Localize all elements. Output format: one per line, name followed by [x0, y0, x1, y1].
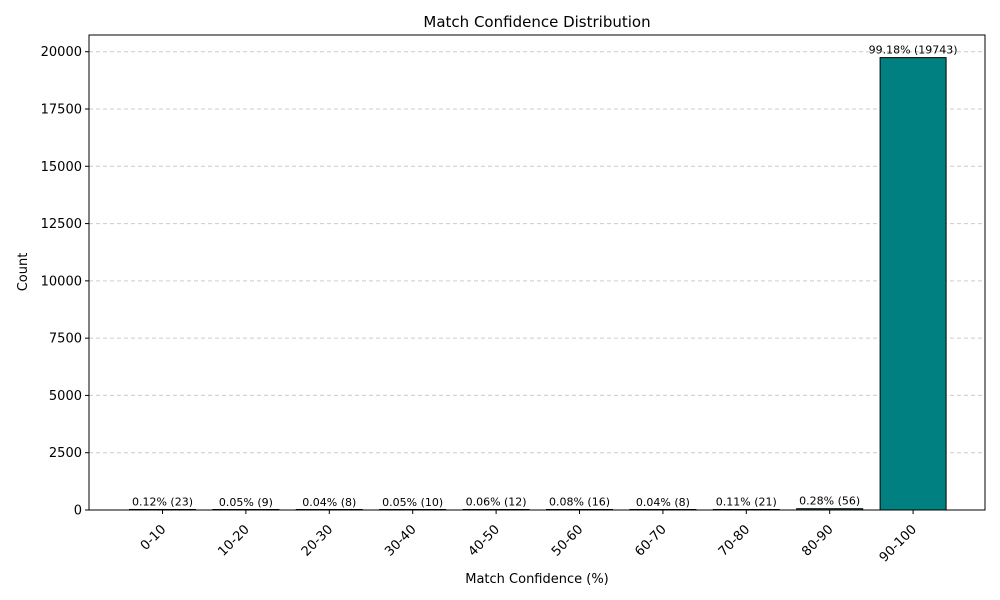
data-label: 0.05% (9): [219, 496, 273, 509]
x-tick-label: 0-10: [138, 522, 169, 553]
y-tick-label: 10000: [41, 274, 82, 289]
x-tick-label: 10-20: [215, 522, 252, 559]
x-tick-label: 30-40: [382, 522, 419, 559]
y-tick-label: 5000: [49, 389, 82, 404]
y-ticks: 0 2500 5000 7500 10000 12500 15000 17500 20000: [41, 45, 89, 519]
x-tick-label: 50-60: [549, 522, 586, 559]
x-axis-label: Match Confidence (%): [465, 572, 609, 587]
x-tick-label: 60-70: [632, 522, 669, 559]
x-ticks: 0-10 10-20 20-30 30-40 40-50 50-60 60-70 70-80 8…: [138, 510, 920, 565]
data-label: 0.05% (10): [382, 496, 443, 509]
data-label: 0.11% (21): [716, 496, 777, 509]
y-tick-label: 20000: [41, 45, 82, 60]
bar-90-100: [879, 57, 947, 511]
data-label: 0.04% (8): [636, 496, 690, 509]
x-tick-label: 90-100: [877, 522, 920, 565]
data-label: 0.12% (23): [132, 495, 193, 508]
data-labels: 0.12% (23) 0.05% (9) 0.04% (8) 0.05% (10) 0.…: [132, 44, 958, 509]
y-tick-label: 15000: [41, 160, 82, 175]
y-tick-label: 7500: [49, 332, 82, 347]
y-tick-label: 0: [74, 504, 82, 519]
y-tick-label: 2500: [49, 446, 82, 461]
data-label: 0.28% (56): [799, 495, 860, 508]
data-label: 0.04% (8): [302, 496, 356, 509]
x-tick-label: 40-50: [466, 522, 503, 559]
y-tick-label: 17500: [41, 103, 82, 118]
chart-title: Match Confidence Distribution: [423, 13, 650, 31]
x-tick-label: 70-80: [716, 522, 753, 559]
y-tick-label: 12500: [41, 217, 82, 232]
data-label: 99.18% (19743): [869, 44, 958, 57]
bars: [129, 57, 947, 511]
x-tick-label: 80-90: [799, 522, 836, 559]
data-label: 0.06% (12): [466, 496, 527, 509]
gridlines: [89, 51, 985, 454]
axes: [88, 34, 986, 511]
y-axis-label: Count: [16, 253, 31, 292]
plot-frame: [88, 34, 986, 511]
x-tick-label: 20-30: [299, 522, 336, 559]
data-label: 0.08% (16): [549, 496, 610, 509]
